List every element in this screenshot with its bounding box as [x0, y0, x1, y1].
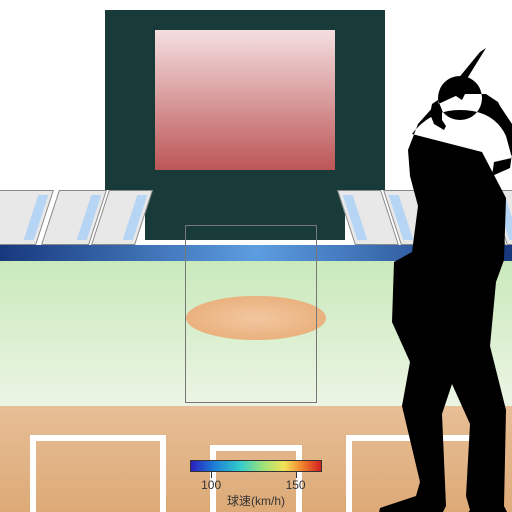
speed-legend-bar: [190, 460, 322, 472]
pitch-location-figure: 100 150 球速(km/h): [0, 0, 512, 512]
batter-silhouette: [0, 0, 512, 512]
speed-legend-title: 球速(km/h): [227, 492, 285, 509]
speed-legend-tick-label: 100: [201, 478, 221, 492]
speed-legend-tick-label: 150: [286, 478, 306, 492]
